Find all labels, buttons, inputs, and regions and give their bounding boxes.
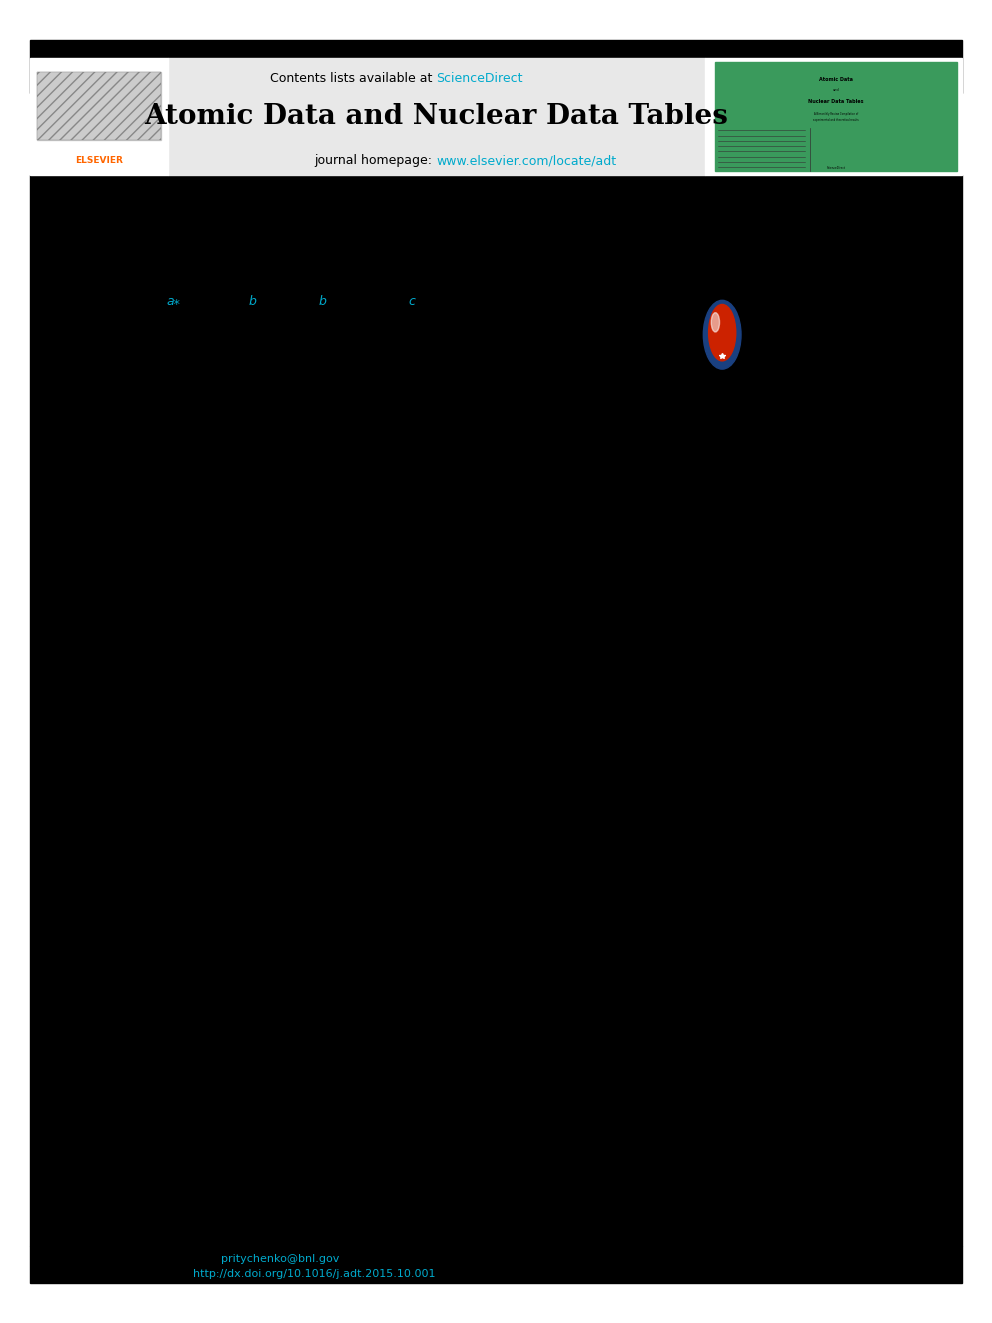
Text: ScienceDirect: ScienceDirect	[826, 165, 845, 169]
Text: journal homepage:: journal homepage:	[314, 155, 436, 167]
Text: A Bimonthly Review Compilation of: A Bimonthly Review Compilation of	[814, 112, 858, 116]
Text: a⁎: a⁎	[167, 295, 181, 308]
Text: Nuclear Data Tables: Nuclear Data Tables	[808, 99, 864, 103]
Bar	[30, 58, 168, 175]
Text: Atomic Data and Nuclear Data Tables: Atomic Data and Nuclear Data Tables	[145, 103, 728, 130]
Bar	[715, 62, 957, 171]
Text: b: b	[318, 295, 326, 308]
Text: c: c	[409, 295, 415, 308]
Text: ScienceDirect: ScienceDirect	[436, 71, 523, 85]
Text: ELSEVIER: ELSEVIER	[74, 156, 123, 165]
Bar	[30, 175, 962, 1246]
Text: www.elsevier.com/locate/adt: www.elsevier.com/locate/adt	[436, 155, 616, 167]
Bar	[30, 40, 962, 93]
Bar	[37, 73, 161, 140]
Ellipse shape	[708, 304, 736, 361]
Text: Atomic Data and Nuclear Data Tables 107 (2016) 1–139: Atomic Data and Nuclear Data Tables 107 …	[351, 61, 641, 71]
Text: experimental and theoretical results: experimental and theoretical results	[813, 118, 859, 122]
Bar	[37, 73, 161, 140]
Text: Contents lists available at: Contents lists available at	[270, 71, 436, 85]
Ellipse shape	[703, 300, 741, 369]
Text: pritychenko@bnl.gov: pritychenko@bnl.gov	[221, 1254, 339, 1265]
Text: b: b	[249, 295, 257, 308]
Bar	[168, 58, 705, 175]
Bar	[705, 58, 962, 175]
Bar	[30, 1246, 962, 1283]
Text: and: and	[833, 87, 839, 91]
Text: http://dx.doi.org/10.1016/j.adt.2015.10.001: http://dx.doi.org/10.1016/j.adt.2015.10.…	[192, 1269, 435, 1279]
Ellipse shape	[711, 312, 719, 332]
Text: Atomic Data: Atomic Data	[819, 77, 853, 82]
